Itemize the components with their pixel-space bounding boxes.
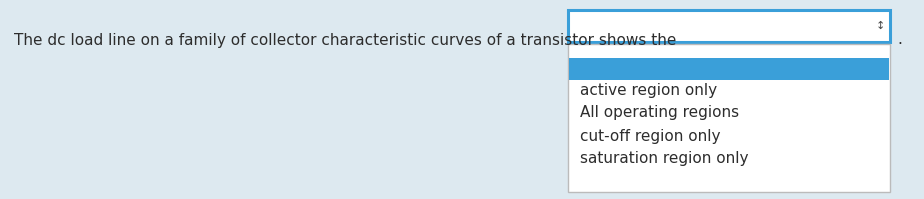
- Text: All operating regions: All operating regions: [580, 105, 739, 121]
- Text: cut-off region only: cut-off region only: [580, 129, 721, 143]
- Text: .: .: [897, 32, 902, 48]
- Bar: [569, 58, 889, 80]
- Bar: [568, 44, 890, 192]
- Bar: [568, 10, 890, 42]
- Text: ↕: ↕: [875, 21, 884, 31]
- Text: The dc load line on a family of collector characteristic curves of a transistor : The dc load line on a family of collecto…: [14, 32, 676, 48]
- Text: saturation region only: saturation region only: [580, 151, 748, 167]
- Text: active region only: active region only: [580, 83, 717, 98]
